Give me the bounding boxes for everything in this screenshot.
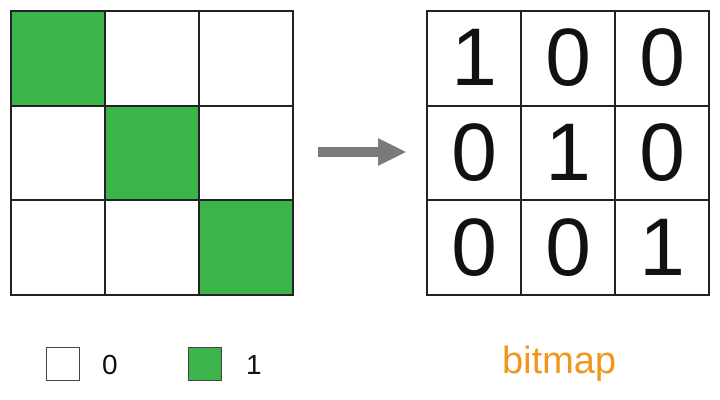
bitmap-cell-2-0: 0 xyxy=(427,200,521,295)
legend-label-off: 0 xyxy=(102,349,118,380)
bitmap-caption: bitmap xyxy=(502,340,617,382)
arrow-shaft xyxy=(318,147,380,157)
grid-cell-0-1 xyxy=(105,11,199,106)
bitmap-cell-1-2: 0 xyxy=(615,105,709,201)
grid-cell-1-2 xyxy=(199,105,293,201)
grid-cell-2-1 xyxy=(105,200,199,295)
color-grid xyxy=(10,10,294,296)
grid-cell-2-2 xyxy=(199,200,293,295)
bitmap-cell-0-1: 0 xyxy=(521,11,615,106)
legend-swatch-off xyxy=(46,347,80,381)
arrow-head xyxy=(378,138,406,166)
grid-cell-0-0 xyxy=(11,11,105,106)
bitmap-cell-2-2: 1 xyxy=(615,200,709,295)
legend-swatch-on xyxy=(188,347,222,381)
bitmap-cell-1-1: 1 xyxy=(521,105,615,201)
grid-cell-0-2 xyxy=(199,11,293,106)
grid-cell-2-0 xyxy=(11,200,105,295)
bitmap-cell-0-2: 0 xyxy=(615,11,709,106)
right-arrow-icon xyxy=(318,138,406,166)
grid-cell-1-0 xyxy=(11,105,105,201)
bitmap-cell-0-0: 1 xyxy=(427,11,521,106)
grid-cell-1-1 xyxy=(105,105,199,201)
bitmap-cell-1-0: 0 xyxy=(427,105,521,201)
legend-label-on: 1 xyxy=(246,349,262,380)
bitmap-cell-2-1: 0 xyxy=(521,200,615,295)
